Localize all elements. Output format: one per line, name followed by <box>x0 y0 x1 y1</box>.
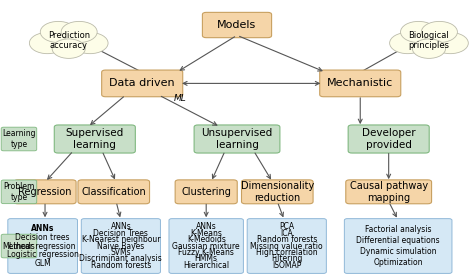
Circle shape <box>72 33 108 54</box>
FancyBboxPatch shape <box>1 180 36 203</box>
FancyBboxPatch shape <box>202 12 272 38</box>
Text: Models: Models <box>218 20 256 30</box>
Text: Dynamic simulation: Dynamic simulation <box>360 247 437 256</box>
FancyBboxPatch shape <box>175 180 237 204</box>
Text: Prediction
accuracy: Prediction accuracy <box>48 31 90 50</box>
Text: PCA: PCA <box>279 222 294 231</box>
Text: ISOMAP: ISOMAP <box>272 261 301 270</box>
Text: ANNs: ANNs <box>110 222 131 231</box>
FancyBboxPatch shape <box>101 70 182 97</box>
Text: Supervised
learning: Supervised learning <box>66 128 124 150</box>
FancyBboxPatch shape <box>1 234 36 258</box>
Text: Regression: Regression <box>18 187 72 197</box>
Circle shape <box>390 33 426 54</box>
Text: Learning
type: Learning type <box>2 129 36 149</box>
Circle shape <box>40 21 76 43</box>
Text: Biological
principles: Biological principles <box>409 31 449 50</box>
Text: Clustering: Clustering <box>181 187 231 197</box>
FancyBboxPatch shape <box>78 180 149 204</box>
Text: Causal pathway
mapping: Causal pathway mapping <box>350 181 428 203</box>
Text: Unsupervised
learning: Unsupervised learning <box>201 128 273 150</box>
Text: Hierarchical: Hierarchical <box>183 261 229 270</box>
Text: K-Means: K-Means <box>190 229 222 238</box>
Text: Mechanistic: Mechanistic <box>327 78 393 88</box>
Text: Methods: Methods <box>2 242 36 250</box>
Text: Random forests: Random forests <box>256 235 317 244</box>
Circle shape <box>61 21 97 43</box>
Text: Discriminant analysis: Discriminant analysis <box>80 254 162 263</box>
Circle shape <box>412 39 446 58</box>
FancyBboxPatch shape <box>319 70 401 97</box>
FancyBboxPatch shape <box>344 219 452 274</box>
Text: ANNs: ANNs <box>31 224 55 233</box>
Text: Linear regression: Linear regression <box>9 242 76 250</box>
Circle shape <box>29 33 65 54</box>
Text: Problem
type: Problem type <box>3 182 35 202</box>
FancyBboxPatch shape <box>1 127 36 151</box>
Text: Data driven: Data driven <box>109 78 175 88</box>
Text: High correlation: High correlation <box>256 248 318 257</box>
Text: ANNs: ANNs <box>196 222 217 231</box>
Text: Filtering: Filtering <box>271 254 302 263</box>
Circle shape <box>421 21 457 43</box>
Circle shape <box>401 21 437 43</box>
Text: Random forests: Random forests <box>91 261 151 270</box>
Text: Classification: Classification <box>82 187 146 197</box>
Text: Missing value ratio: Missing value ratio <box>250 242 323 250</box>
Circle shape <box>432 33 468 54</box>
Circle shape <box>46 27 91 53</box>
Text: Naive Bayes: Naive Bayes <box>97 242 145 250</box>
FancyBboxPatch shape <box>55 125 136 153</box>
Text: Optimization: Optimization <box>374 258 423 267</box>
FancyBboxPatch shape <box>8 219 78 274</box>
FancyBboxPatch shape <box>14 180 76 204</box>
Text: SVMs: SVMs <box>110 248 131 257</box>
Text: ICA: ICA <box>281 229 293 238</box>
Text: Decision trees: Decision trees <box>16 233 70 242</box>
FancyBboxPatch shape <box>169 219 243 274</box>
Text: K-Nearest neighbour: K-Nearest neighbour <box>82 235 160 244</box>
Text: Gaussian mixture: Gaussian mixture <box>173 242 240 250</box>
FancyBboxPatch shape <box>82 219 160 274</box>
FancyBboxPatch shape <box>247 219 326 274</box>
Circle shape <box>52 39 85 58</box>
FancyBboxPatch shape <box>194 125 280 153</box>
Text: Developer
provided: Developer provided <box>362 128 416 150</box>
Text: Differential equations: Differential equations <box>356 236 440 245</box>
Text: HMMs: HMMs <box>195 254 218 263</box>
Text: Logistic regression: Logistic regression <box>7 250 79 259</box>
FancyBboxPatch shape <box>241 180 313 204</box>
Text: GLM: GLM <box>34 259 51 269</box>
Text: K-Medoids: K-Medoids <box>187 235 226 244</box>
Text: Fuzzy K-Means: Fuzzy K-Means <box>178 248 234 257</box>
Circle shape <box>407 27 451 53</box>
Text: ML: ML <box>174 94 186 103</box>
FancyBboxPatch shape <box>348 125 429 153</box>
Text: Factorial analysis: Factorial analysis <box>365 225 431 234</box>
FancyBboxPatch shape <box>346 180 431 204</box>
Text: Dimensionality
reduction: Dimensionality reduction <box>241 181 314 203</box>
Text: Decision Trees: Decision Trees <box>93 229 148 238</box>
